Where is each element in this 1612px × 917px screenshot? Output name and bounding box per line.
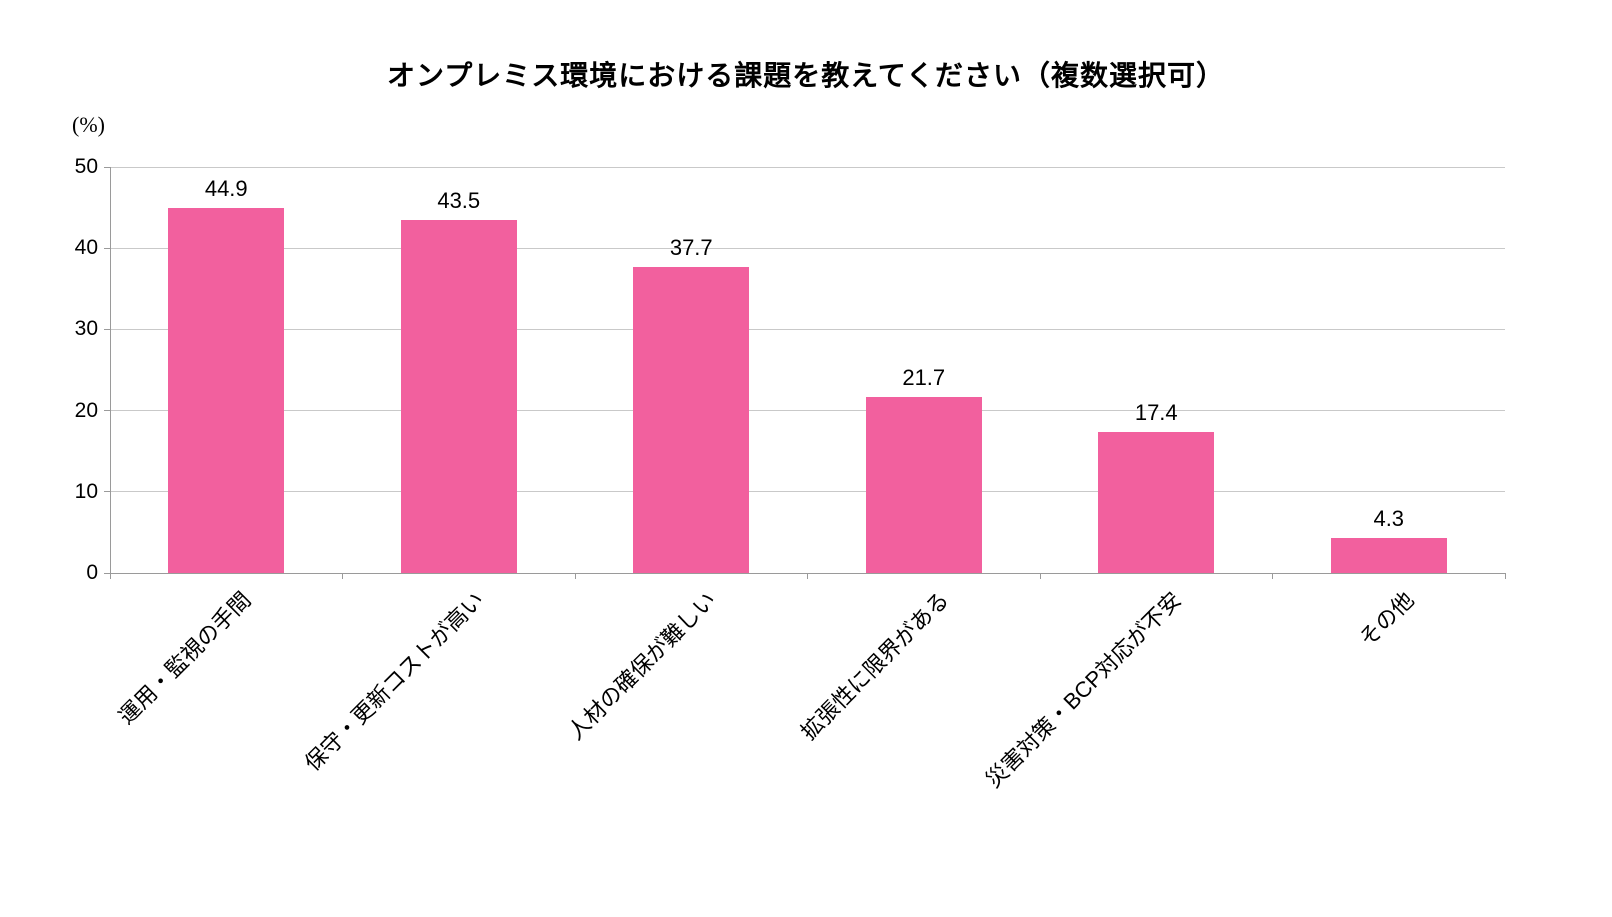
gridline	[110, 166, 1505, 168]
x-axis-category-label: 運用・監視の手間	[113, 587, 256, 730]
gridline	[110, 410, 1505, 412]
y-axis-line	[109, 167, 111, 573]
x-axis-tick	[574, 573, 576, 579]
bar-value-label: 21.7	[902, 364, 946, 390]
x-axis-line	[110, 572, 1506, 574]
x-axis-category-label: その他	[1354, 587, 1419, 652]
bar	[633, 266, 750, 573]
y-axis-tick-label: 0	[86, 561, 98, 584]
bar	[865, 396, 982, 573]
gridline	[110, 491, 1505, 493]
gridline	[110, 328, 1505, 330]
x-axis-tick	[342, 573, 343, 579]
y-axis-tick	[104, 247, 110, 249]
x-axis-category-label: 拡張性に限界がある	[795, 587, 954, 745]
x-axis-tick	[1504, 573, 1506, 579]
x-axis-tick	[807, 573, 808, 579]
y-axis-tick	[104, 572, 110, 574]
bar-value-label: 43.5	[437, 187, 481, 213]
bar	[400, 219, 517, 573]
y-axis-tick	[104, 491, 110, 493]
y-axis-tick-label: 30	[74, 317, 98, 341]
x-axis-category-label: 保守・更新コストが高い	[299, 587, 489, 776]
y-axis-tick-label: 50	[74, 155, 98, 178]
bar	[168, 208, 285, 573]
y-axis-tick	[104, 328, 110, 330]
x-axis-tick	[1272, 573, 1273, 579]
x-axis-category-label: 災害対策・BCP対応が不安	[980, 587, 1186, 793]
y-axis-tick	[104, 410, 110, 412]
x-axis-category-label: 人材の確保が難しい	[563, 587, 721, 745]
gridline	[110, 247, 1505, 249]
bar	[1098, 431, 1215, 573]
bar-value-label: 37.7	[669, 234, 713, 260]
x-axis-tick	[109, 573, 111, 579]
bar-value-label: 44.9	[204, 176, 248, 202]
chart-title: オンプレミス環境における課題を教えてください（複数選択可）	[387, 60, 1225, 91]
y-axis-tick-label: 10	[74, 479, 98, 503]
x-axis-tick	[1039, 573, 1041, 579]
y-axis-unit-label: (%)	[72, 112, 105, 137]
y-axis-tick	[104, 166, 110, 168]
bar-value-label: 17.4	[1134, 399, 1178, 425]
bar-value-label: 4.3	[1373, 506, 1405, 532]
y-axis-tick-label: 40	[74, 236, 98, 260]
y-axis-tick-label: 20	[74, 398, 98, 422]
bar	[1330, 538, 1447, 573]
